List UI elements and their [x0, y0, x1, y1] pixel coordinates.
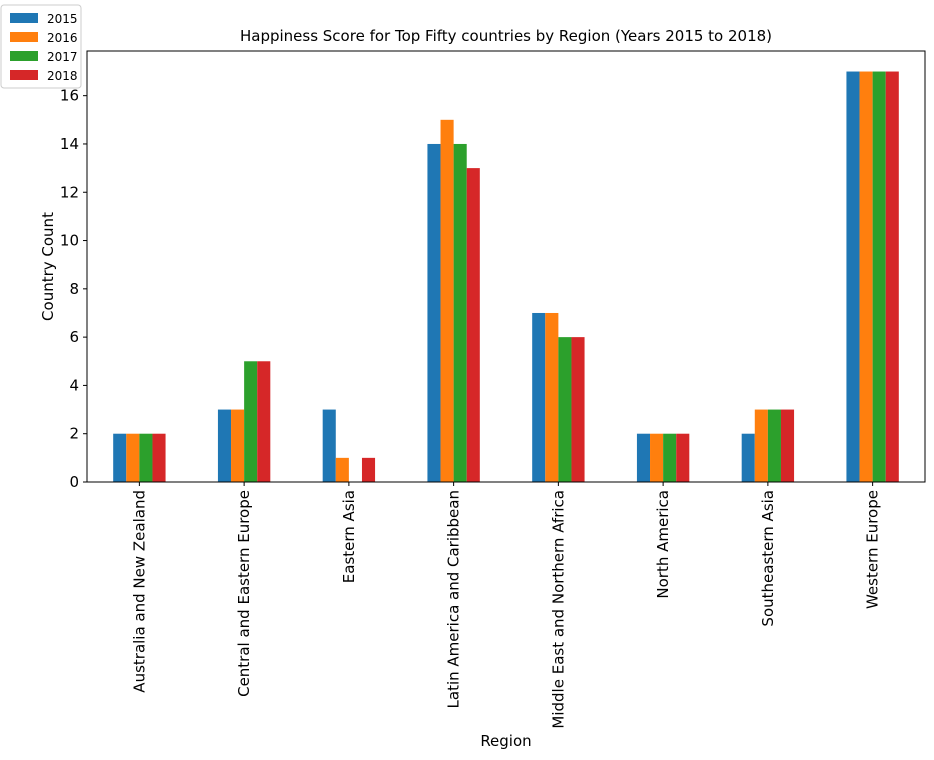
x-axis-label: Region — [480, 732, 531, 750]
y-tick-label: 14 — [60, 135, 79, 153]
y-tick-label: 12 — [60, 183, 79, 201]
legend-label-2016: 2016 — [47, 31, 78, 45]
bar-2015-2 — [322, 409, 336, 482]
bar-2016-2 — [335, 457, 349, 482]
bar-2015-7 — [846, 71, 860, 483]
legend-label-2017: 2017 — [47, 50, 78, 64]
legend-swatch-2015 — [10, 13, 38, 23]
x-axis: Australia and New Zealand Central and Eas… — [130, 482, 882, 729]
legend-label-2018: 2018 — [47, 69, 78, 83]
bar-2015-5 — [636, 433, 651, 482]
x-tick-label: Australia and New Zealand — [130, 490, 148, 693]
x-tick-label: Central and Eastern Europe — [235, 490, 253, 697]
plot-frame — [86, 50, 926, 483]
bar-2017-4 — [558, 337, 572, 482]
bar-2017-1 — [244, 361, 258, 482]
y-tick-label: 16 — [60, 87, 79, 105]
bar-2016-3 — [440, 119, 454, 482]
bar-2018-2 — [361, 457, 376, 482]
legend-swatch-2018 — [10, 70, 38, 80]
y-tick-label: 8 — [69, 280, 79, 298]
bar-2016-6 — [754, 409, 768, 482]
y-tick-label: 4 — [69, 376, 79, 394]
bar-2015-4 — [532, 312, 546, 482]
y-tick-label: 0 — [69, 473, 79, 491]
bar-2018-6 — [780, 409, 795, 482]
y-tick-label: 2 — [69, 425, 79, 443]
plot-area — [113, 71, 899, 483]
bar-2016-4 — [545, 312, 559, 482]
bar-2018-3 — [466, 168, 480, 482]
bar-2018-5 — [676, 433, 690, 482]
y-axis: 0 2 4 6 8 10 12 14 16 — [60, 87, 87, 491]
x-tick-label: Middle East and Northern Africa — [549, 490, 567, 729]
y-axis-label: Country Count — [39, 212, 57, 321]
bar-2017-7 — [872, 71, 886, 483]
legend-label-2015: 2015 — [47, 12, 78, 26]
bar-2018-0 — [152, 433, 166, 482]
bar-2015-6 — [741, 433, 755, 482]
bar-2017-3 — [453, 143, 467, 482]
bar-2015-1 — [217, 409, 232, 482]
bar-2015-0 — [113, 433, 127, 482]
bar-2018-7 — [885, 71, 899, 483]
legend-swatch-2016 — [10, 32, 38, 42]
bar-2017-5 — [663, 433, 677, 482]
x-tick-label: North America — [654, 490, 672, 599]
x-tick-label: Latin America and Caribbean — [445, 490, 463, 708]
bar-2015-3 — [427, 143, 441, 482]
bar-2016-1 — [231, 409, 245, 482]
bar-2017-0 — [139, 433, 153, 482]
bar-2016-5 — [650, 433, 664, 482]
y-tick-label: 10 — [60, 232, 79, 250]
legend: 2015 2016 2017 2018 — [0, 4, 82, 89]
bar-2017-6 — [767, 409, 781, 482]
bar-2016-7 — [859, 71, 873, 483]
x-tick-label: Southeastern Asia — [759, 490, 777, 627]
legend-box — [0, 4, 82, 89]
bar-2018-4 — [571, 337, 585, 482]
bar-2016-0 — [126, 433, 140, 482]
legend-swatch-2017 — [10, 51, 38, 61]
y-tick-label: 6 — [69, 328, 79, 346]
x-tick-label: Eastern Asia — [340, 490, 358, 583]
chart-title: Happiness Score for Top Fifty countries … — [240, 27, 772, 45]
bar-2018-1 — [257, 361, 271, 482]
x-tick-label: Western Europe — [864, 490, 882, 609]
